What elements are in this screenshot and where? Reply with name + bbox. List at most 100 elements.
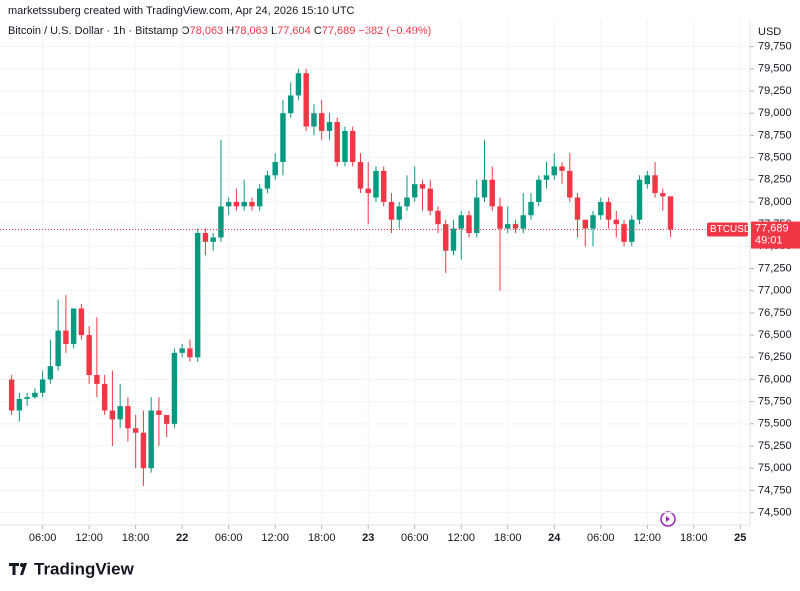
candle-body — [210, 237, 216, 242]
x-tick-label: 23 — [362, 532, 374, 544]
candle-body — [474, 197, 480, 234]
candle-body — [8, 379, 15, 411]
y-tick-label: 79,000 — [758, 107, 792, 119]
candle-body — [318, 113, 325, 131]
logo-text: TradingView — [34, 559, 135, 578]
candle-body — [16, 398, 23, 411]
y-tick-label: 75,000 — [758, 462, 792, 474]
candle-body — [404, 197, 410, 207]
price-tag-label: 77,689 — [755, 222, 789, 234]
y-tick-label: 74,500 — [758, 506, 792, 518]
y-tick-label: 78,500 — [758, 151, 792, 163]
candle-body — [264, 175, 271, 189]
ohlc-key: O — [181, 25, 190, 37]
x-tick-label: 22 — [176, 532, 188, 544]
y-tick-label: 79,750 — [758, 41, 792, 53]
candle-body — [194, 233, 201, 358]
candle-body — [55, 330, 61, 367]
candle-body — [536, 179, 542, 202]
candle-body — [396, 206, 402, 220]
candle-body — [156, 410, 162, 415]
candle-body — [295, 73, 302, 96]
x-tick-label: 25 — [734, 532, 746, 544]
x-tick-label: 06:00 — [215, 532, 243, 544]
replay-circle — [660, 511, 676, 527]
candle-body — [70, 308, 77, 344]
x-tick-label: 18:00 — [494, 532, 522, 544]
candle-body — [179, 348, 185, 353]
candle-body — [117, 406, 123, 420]
candle-body — [520, 215, 526, 229]
price-tag — [751, 221, 800, 249]
y-tick-label: 76,500 — [758, 329, 792, 341]
candle-body — [109, 410, 116, 420]
candle-body — [590, 215, 596, 229]
candle-body — [427, 188, 433, 211]
replay-arrow — [666, 516, 670, 522]
candle-body — [412, 184, 418, 198]
candle-body — [86, 335, 92, 376]
candle-body — [636, 179, 643, 220]
candle-body — [163, 414, 170, 424]
candle-body — [132, 428, 139, 433]
candle-body — [497, 206, 503, 229]
y-tick-label: 77,000 — [758, 285, 792, 297]
candle-body — [466, 215, 472, 234]
candle-body — [528, 201, 534, 216]
candle-body — [342, 130, 348, 163]
candle-body — [613, 219, 619, 225]
candle-body — [63, 330, 69, 344]
x-tick-label: 12:00 — [75, 532, 103, 544]
candle-body — [303, 73, 309, 127]
candle-body — [605, 201, 612, 220]
candle-body — [574, 197, 581, 220]
candle-body — [241, 201, 247, 207]
x-tick-label: 18:00 — [308, 532, 336, 544]
candle-body — [551, 166, 557, 176]
candle-body — [280, 113, 286, 163]
symbol-label: BTCUSD — [710, 224, 751, 235]
candle-body — [512, 224, 519, 229]
instrument: Bitcoin / U.S. Dollar · 1h · Bitstamp — [8, 25, 178, 37]
replay-icon[interactable] — [660, 511, 676, 527]
candle-body — [435, 210, 441, 225]
y-tick-label: 76,750 — [758, 307, 792, 319]
candle-body — [47, 366, 54, 380]
candle-body — [559, 166, 565, 171]
logo: TradingView — [9, 559, 135, 578]
candle-body — [326, 122, 333, 131]
candle-body — [373, 170, 379, 198]
ohlc-value: 78,063 — [234, 25, 268, 37]
header: marketssuberg created with TradingView.c… — [8, 5, 355, 17]
candle-body — [256, 188, 263, 207]
candle-body — [621, 224, 627, 242]
x-tick-label: 18:00 — [680, 532, 708, 544]
ohlc-key: L — [271, 25, 277, 37]
candle-body — [489, 179, 495, 207]
candle-body — [32, 392, 38, 398]
symbol-tag — [707, 222, 748, 237]
candle-body — [24, 397, 30, 399]
candle-body — [644, 175, 650, 185]
candle-body — [365, 188, 371, 194]
candle-body — [39, 379, 46, 393]
currency[interactable]: USD — [758, 26, 781, 38]
candle-body — [388, 201, 395, 220]
candle-body — [334, 122, 340, 163]
y-tick-label: 79,500 — [758, 63, 792, 75]
candle-body — [652, 175, 658, 194]
y-tick-label: 78,750 — [758, 129, 792, 141]
candle-body — [225, 201, 232, 207]
candle-body — [505, 224, 511, 229]
candle-body — [543, 175, 550, 180]
candle-body — [249, 201, 255, 207]
candle-body — [218, 206, 224, 238]
x-tick-label: 06:00 — [401, 532, 429, 544]
candle-body — [272, 162, 278, 176]
countdown-label: 49:01 — [755, 234, 783, 246]
candle-body — [629, 219, 635, 242]
y-tick-label: 78,250 — [758, 174, 792, 186]
